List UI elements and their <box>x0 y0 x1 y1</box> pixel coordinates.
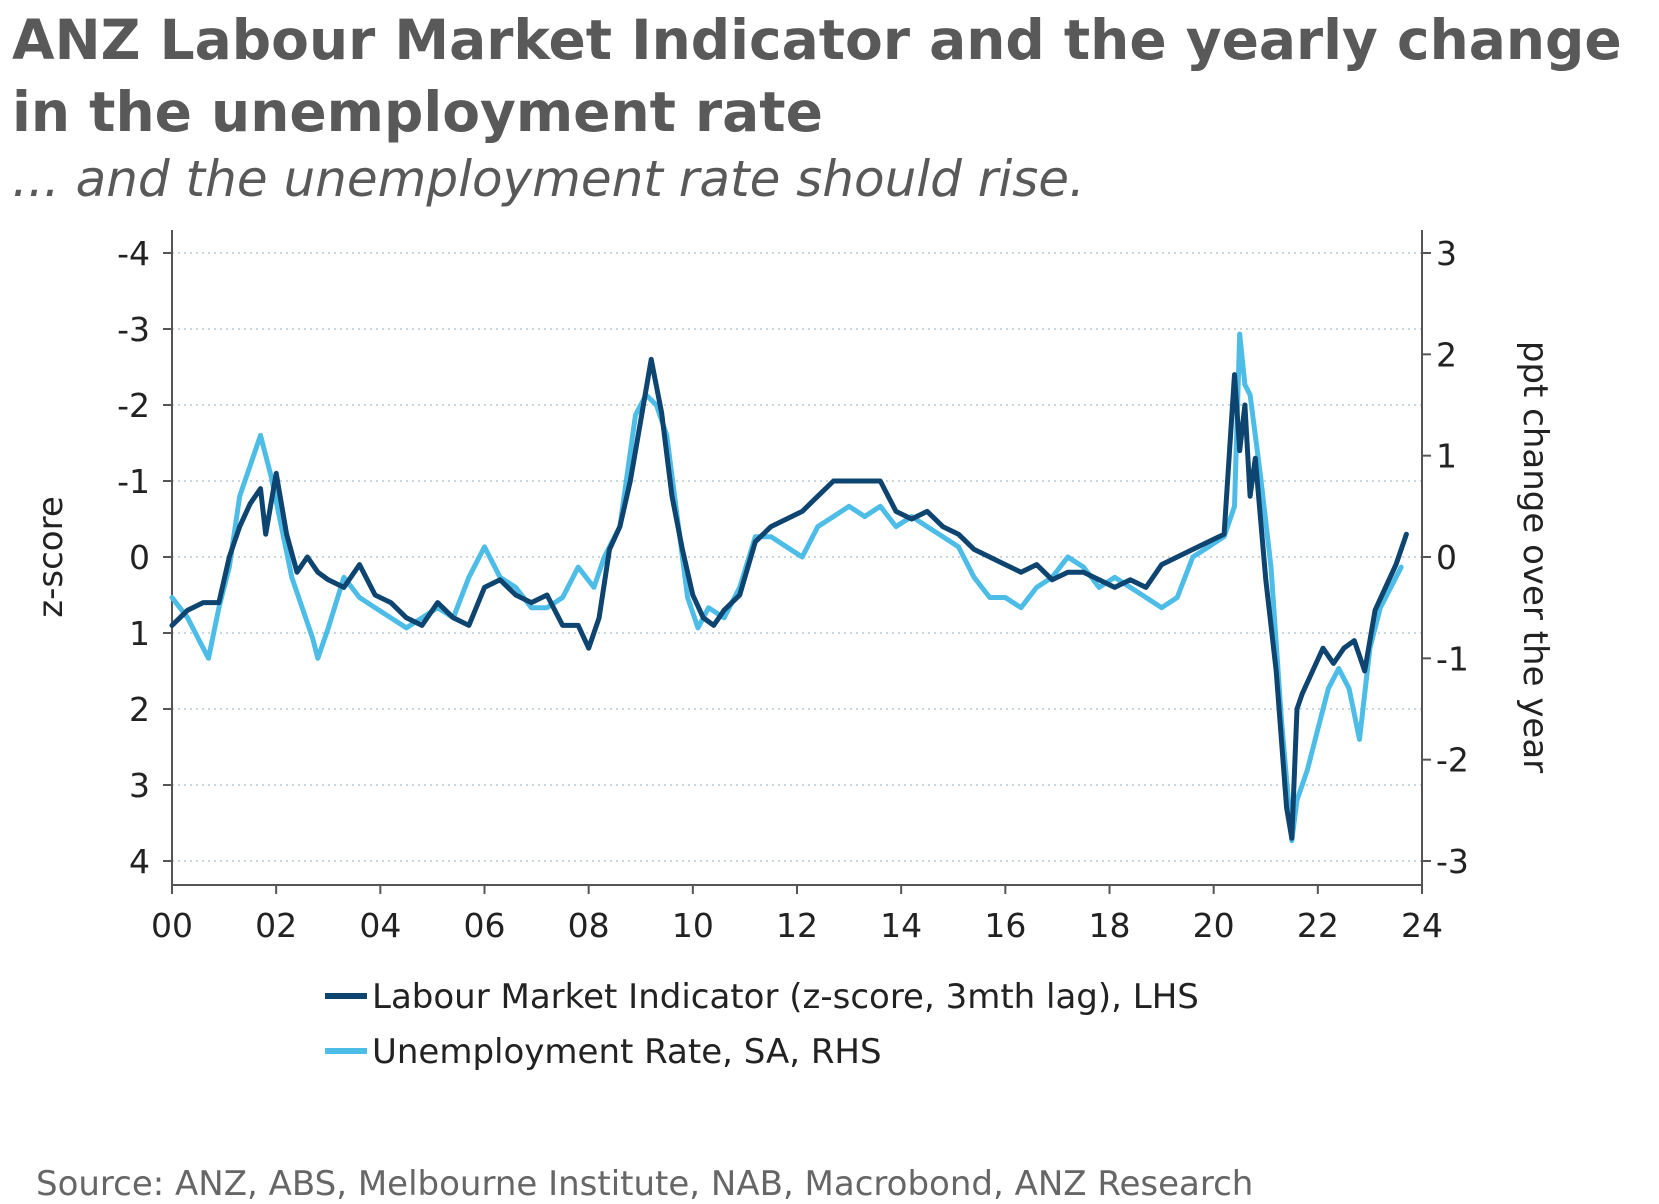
x-tick-label: 04 <box>359 906 401 945</box>
grid-lines <box>172 252 1422 862</box>
chart-title: ANZ Labour Market Indicator and the year… <box>12 8 1622 144</box>
series-line-labour-market-indicator <box>169 356 1409 841</box>
y-left-tick-label: 2 <box>129 690 150 729</box>
y-right-tick-label: -1 <box>1436 639 1469 678</box>
chart-subtitle: ... and the unemployment rate should ris… <box>12 150 1085 208</box>
y-right-tick-label: 2 <box>1436 335 1457 374</box>
x-tick-label: 16 <box>984 906 1026 945</box>
x-tick-label: 22 <box>1297 906 1339 945</box>
x-tick-label: 10 <box>672 906 714 945</box>
y-left-tick-label: 4 <box>129 842 150 881</box>
y-left-tick-label: 3 <box>129 766 150 805</box>
y-right-tick-label: 3 <box>1436 234 1457 273</box>
x-tick-label: 08 <box>568 906 610 945</box>
y-left-tick-label: -4 <box>117 234 150 273</box>
series-lines <box>169 331 1409 844</box>
y-axis-right-title: ppt change over the year <box>1515 341 1555 773</box>
y-left-tick-label: 0 <box>129 538 150 577</box>
y-left-tick-label: -3 <box>117 310 150 349</box>
x-tick-label: 20 <box>1193 906 1235 945</box>
x-tick-label: 02 <box>255 906 297 945</box>
x-tick-label: 12 <box>776 906 818 945</box>
y-right-tick-label: -2 <box>1436 741 1469 780</box>
y-left-tick-label: -1 <box>117 462 150 501</box>
legend-label-lmi: Labour Market Indicator (z-score, 3mth l… <box>372 977 1199 1017</box>
x-tick-label: 14 <box>880 906 922 945</box>
legend-label-ur: Unemployment Rate, SA, RHS <box>372 1032 882 1072</box>
y-left-tick-label: 1 <box>129 614 150 653</box>
series-line-unemployment-rate <box>169 331 1404 844</box>
y-right-tick-label: -3 <box>1436 842 1469 881</box>
x-tick-label: 24 <box>1401 906 1443 945</box>
y-right-tick-label: 1 <box>1436 437 1457 476</box>
y-left-tick-label: -2 <box>117 386 150 425</box>
y-axis-left-title: z-score <box>31 496 71 617</box>
x-tick-label: 18 <box>1089 906 1131 945</box>
source-note: Source: ANZ, ABS, Melbourne Institute, N… <box>36 1164 1254 1204</box>
legend: Labour Market Indicator (z-score, 3mth l… <box>325 977 1199 1072</box>
x-tick-label: 00 <box>151 906 193 945</box>
x-tick-label: 06 <box>464 906 506 945</box>
y-right-tick-label: 0 <box>1436 538 1457 577</box>
